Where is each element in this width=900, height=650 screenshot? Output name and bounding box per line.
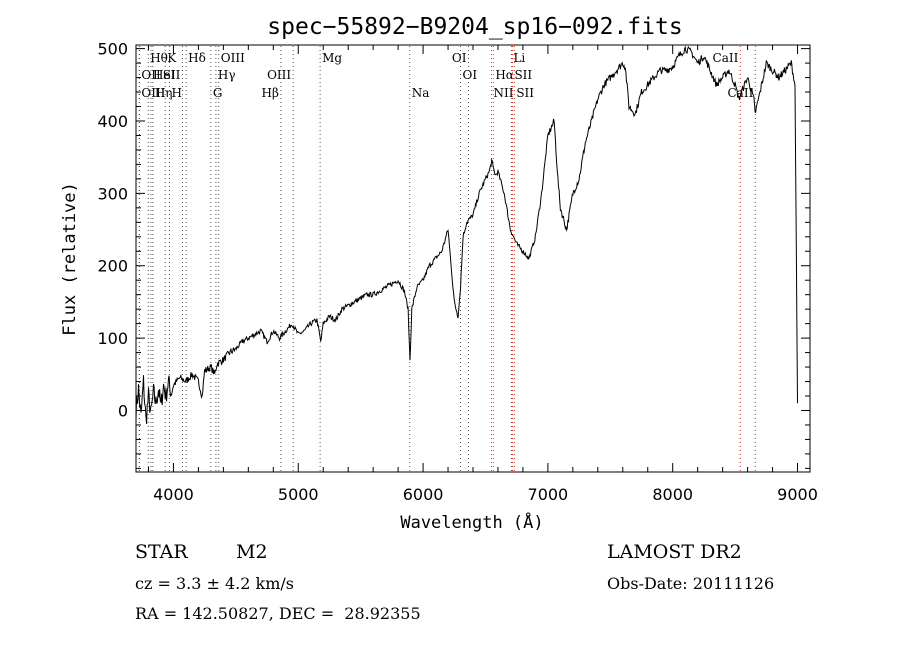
- line-marker-label: OIII: [267, 68, 291, 82]
- survey-name: LAMOST DR2: [607, 541, 742, 563]
- line-marker-label: Hα: [495, 68, 514, 82]
- y-axis-label: Flux (relative): [60, 182, 80, 336]
- line-marker-label: SII: [516, 86, 534, 100]
- axis-ticks: 4000 5000 6000 7000 8000 9000 0 100 200 300 400 500: [97, 40, 817, 504]
- observation-date: Obs-Date: 20111126: [607, 574, 775, 593]
- line-marker-label: G: [213, 86, 223, 100]
- line-marker-label: Hγ: [218, 68, 236, 82]
- line-marker-label: SII: [163, 68, 181, 82]
- line-marker-label: Mg: [322, 51, 342, 65]
- object-subclass: M2: [236, 541, 268, 563]
- line-marker-label: CaII: [713, 51, 739, 65]
- x-tick-label: 6000: [403, 485, 444, 504]
- line-marker-label: Hβ: [262, 86, 279, 100]
- line-marker-label: SII: [514, 68, 532, 82]
- line-marker-label: NII: [493, 86, 513, 100]
- x-tick-label: 5000: [278, 485, 319, 504]
- line-marker-label: Hδ: [188, 51, 206, 65]
- line-marker-label: OIII: [141, 86, 165, 100]
- line-marker-label: OI: [452, 51, 467, 65]
- x-tick-label: 9000: [777, 485, 818, 504]
- x-tick-label: 7000: [528, 485, 569, 504]
- redshift-velocity: cz = 3.3 ± 4.2 km/s: [135, 574, 294, 593]
- plot-frame: [135, 44, 811, 473]
- y-tick-label: 100: [97, 329, 128, 348]
- coordinates: RA = 142.50827, DEC = 28.92355: [135, 604, 421, 623]
- line-marker-label: Hθ: [150, 51, 168, 65]
- y-tick-label: 400: [97, 112, 128, 131]
- x-axis-label: Wavelength (Å): [400, 511, 543, 533]
- spectrum-series-line: [135, 45, 798, 425]
- y-tick-label: 500: [97, 40, 128, 59]
- y-tick-label: 0: [118, 401, 128, 420]
- line-marker-label: OI: [463, 68, 478, 82]
- line-marker-label: OIII: [221, 51, 245, 65]
- y-tick-label: 300: [97, 184, 128, 203]
- line-marker-label: H: [171, 86, 181, 100]
- x-tick-label: 8000: [652, 485, 693, 504]
- y-tick-label: 200: [97, 257, 128, 276]
- chart-title: spec−55892−B9204_sp16−092.fits: [267, 14, 682, 40]
- line-marker-label: Na: [412, 86, 430, 100]
- x-tick-label: 4000: [153, 485, 194, 504]
- line-marker-label: Li: [513, 51, 525, 65]
- line-marker-label: K: [167, 51, 177, 65]
- line-marker-label: Hη: [155, 86, 173, 100]
- object-class: STAR: [135, 541, 188, 563]
